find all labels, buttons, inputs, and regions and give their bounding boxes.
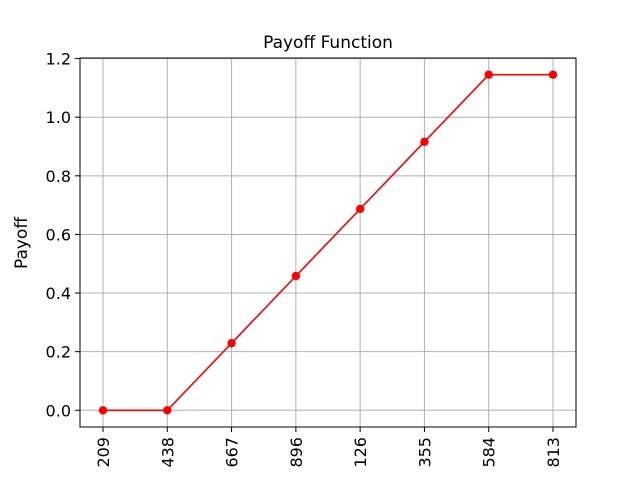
data-point-markers <box>98 70 558 415</box>
y-tick-label: 0.4 <box>46 284 71 303</box>
x-tick-label: 355 <box>415 437 434 468</box>
data-point-marker <box>227 338 236 348</box>
series-line <box>103 73 553 412</box>
data-point-marker <box>484 70 493 79</box>
y-tick-label: 0.2 <box>46 343 71 362</box>
y-tick-label: 1.0 <box>46 108 71 127</box>
x-tick-label: 813 <box>544 437 563 468</box>
data-point-marker <box>163 406 172 415</box>
data-point-marker <box>98 406 108 415</box>
plot-frame <box>79 57 577 428</box>
y-axis-ticks: 0.0 0.2 0.4 0.6 0.8 1.0 1.2 <box>46 50 80 420</box>
y-tick-label: 0.6 <box>46 225 71 244</box>
chart-title: Payoff Function <box>263 33 393 53</box>
x-tick-label: 209 <box>94 437 113 468</box>
data-point-marker <box>355 204 365 214</box>
x-tick-label: 126 <box>351 437 370 468</box>
data-point-marker <box>548 70 558 79</box>
x-tick-label: 438 <box>158 437 177 468</box>
x-tick-label: 896 <box>287 437 306 468</box>
series-line-layer <box>103 73 553 412</box>
data-point-marker <box>420 137 429 147</box>
data-point-marker <box>291 271 301 281</box>
y-tick-label: 1.2 <box>46 50 71 69</box>
grid-lines <box>80 58 576 427</box>
y-tick-label: 0.8 <box>46 167 71 186</box>
x-tick-label: 584 <box>480 437 499 468</box>
y-tick-label: 0.0 <box>46 401 71 420</box>
y-axis-label: Payoff <box>12 216 32 269</box>
x-axis-ticks: 209 438 667 896 126 355 584 813 <box>94 427 563 468</box>
x-tick-label: 667 <box>223 437 242 468</box>
